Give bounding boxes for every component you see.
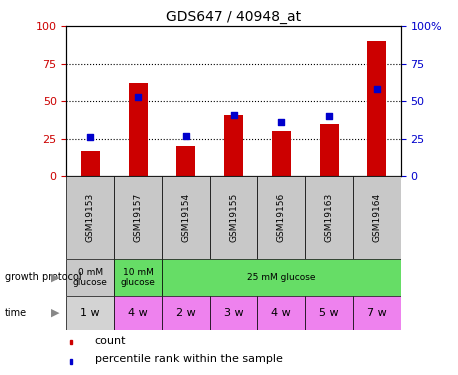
Bar (320, 124, 338, 176)
Text: time: time (5, 308, 27, 318)
Bar (367, 41, 387, 176)
Point (230, 112, 237, 118)
Text: GSM19163: GSM19163 (325, 193, 333, 242)
Text: 10 mM
glucose: 10 mM glucose (120, 268, 156, 287)
Bar (114, 176, 162, 259)
Text: ▶: ▶ (51, 308, 60, 318)
Bar (70, 359, 72, 364)
Bar (210, 176, 257, 259)
Text: GSM19153: GSM19153 (86, 193, 95, 242)
Bar (66, 176, 114, 259)
Bar (114, 296, 162, 330)
Bar (66, 259, 114, 296)
Bar (162, 259, 401, 296)
Bar (162, 296, 210, 330)
Bar (305, 296, 353, 330)
Point (134, 94, 142, 100)
Text: 5 w: 5 w (319, 308, 339, 318)
Bar (70, 340, 72, 344)
Text: GSM19156: GSM19156 (277, 193, 286, 242)
Text: 4 w: 4 w (128, 308, 148, 318)
Text: 2 w: 2 w (176, 308, 196, 318)
Bar (257, 176, 305, 259)
Text: 25 mM glucose: 25 mM glucose (247, 273, 316, 282)
Text: GSM19154: GSM19154 (181, 193, 191, 242)
Point (87, 134, 94, 140)
Text: 1 w: 1 w (81, 308, 100, 318)
Bar (176, 146, 196, 176)
Point (278, 119, 285, 125)
Bar (353, 296, 401, 330)
Bar (224, 115, 243, 176)
Bar (114, 259, 162, 296)
Bar (81, 151, 100, 176)
Text: count: count (95, 336, 126, 345)
Text: GSM19157: GSM19157 (134, 193, 142, 242)
Text: 0 mM
glucose: 0 mM glucose (73, 268, 108, 287)
Text: 4 w: 4 w (272, 308, 291, 318)
Point (373, 86, 381, 92)
Text: percentile rank within the sample: percentile rank within the sample (95, 354, 283, 364)
Point (326, 113, 333, 119)
Text: GSM19155: GSM19155 (229, 193, 238, 242)
Text: GSM19164: GSM19164 (372, 193, 382, 242)
Bar (162, 176, 210, 259)
Text: ▶: ▶ (51, 273, 60, 282)
Text: 7 w: 7 w (367, 308, 387, 318)
Bar (257, 296, 305, 330)
Point (182, 133, 190, 139)
Bar (272, 131, 291, 176)
Title: GDS647 / 40948_at: GDS647 / 40948_at (166, 10, 301, 24)
Bar (353, 176, 401, 259)
Bar (305, 176, 353, 259)
Bar (129, 83, 147, 176)
Bar (210, 296, 257, 330)
Text: growth protocol: growth protocol (5, 273, 81, 282)
Bar (66, 296, 114, 330)
Text: 3 w: 3 w (224, 308, 243, 318)
